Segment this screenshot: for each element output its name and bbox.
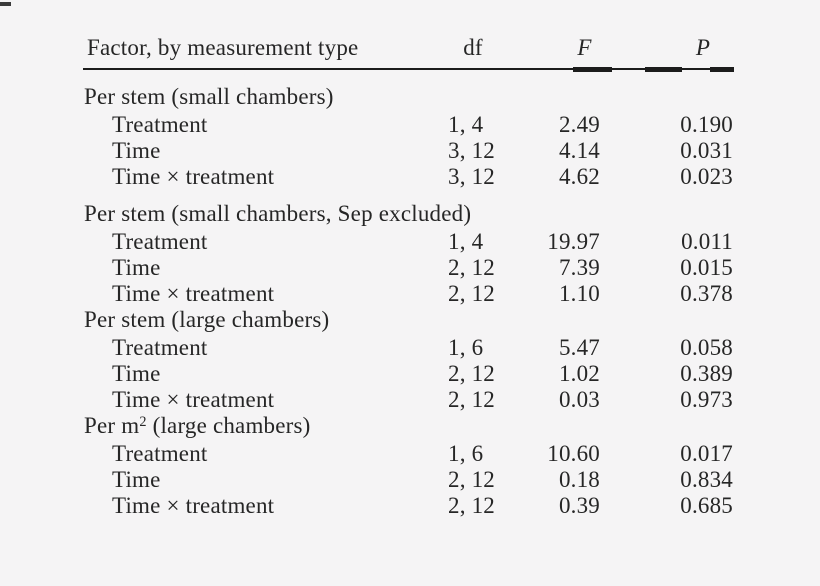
table-row: Time 2, 12 0.18 0.834 bbox=[83, 467, 734, 493]
cell-f-value: 0.18 bbox=[558, 467, 600, 492]
table-header-row: Factor, by measurement type df F P bbox=[83, 35, 734, 61]
cell-factor: Treatment bbox=[112, 112, 208, 137]
cell-f-value: 0.39 bbox=[558, 493, 600, 518]
cell-f-value: 4.14 bbox=[558, 138, 600, 163]
header-f-column: F bbox=[577, 35, 592, 60]
cell-p-value: 0.017 bbox=[680, 441, 733, 466]
cell-f-value: 19.97 bbox=[547, 229, 600, 254]
cell-f-value: 5.47 bbox=[558, 335, 600, 360]
cell-p-value: 0.011 bbox=[681, 229, 733, 254]
table-row: Time 2, 12 7.39 0.015 bbox=[83, 255, 734, 281]
table-row: Treatment 1, 6 5.47 0.058 bbox=[83, 335, 734, 361]
cell-factor: Time × treatment bbox=[112, 164, 275, 189]
table-row: Treatment 1, 4 19.97 0.011 bbox=[83, 229, 734, 255]
cell-factor: Treatment bbox=[112, 335, 208, 360]
section-rows: Treatment 1, 6 5.47 0.058 Time 2, 12 1.0… bbox=[83, 335, 734, 413]
section-title: Per stem (large chambers) bbox=[84, 307, 330, 332]
cell-df: 2, 12 bbox=[448, 281, 495, 306]
header-p-column: P bbox=[695, 35, 711, 60]
cell-df: 2, 12 bbox=[448, 467, 495, 492]
cell-df: 3, 12 bbox=[448, 164, 495, 189]
cell-f-value: 2.49 bbox=[558, 112, 600, 137]
table-row: Time × treatment 2, 12 0.39 0.685 bbox=[83, 493, 734, 519]
cell-factor: Treatment bbox=[112, 441, 208, 466]
section-rows: Treatment 1, 6 10.60 0.017 Time 2, 12 0.… bbox=[83, 441, 734, 519]
section-per-stem-small: Per stem (small chambers) Treatment 1, 4… bbox=[83, 84, 734, 190]
cell-p-value: 0.058 bbox=[680, 335, 733, 360]
cell-df: 1, 4 bbox=[448, 112, 484, 137]
cell-p-value: 0.834 bbox=[680, 467, 733, 492]
section-title: Per m2 (large chambers) bbox=[84, 413, 735, 439]
cell-factor: Time bbox=[112, 467, 161, 492]
scan-artifact-mark bbox=[0, 2, 11, 6]
header-df-column: df bbox=[463, 35, 483, 60]
cell-p-value: 0.023 bbox=[680, 164, 733, 189]
section-title: Per stem (small chambers) bbox=[84, 84, 334, 109]
anova-results-table: Factor, by measurement type df F P Per s… bbox=[83, 0, 734, 519]
table-row: Time × treatment 2, 12 0.03 0.973 bbox=[83, 387, 734, 413]
cell-factor: Time × treatment bbox=[112, 281, 275, 306]
cell-f-value: 1.10 bbox=[558, 281, 600, 306]
cell-df: 2, 12 bbox=[448, 255, 495, 280]
cell-factor: Time bbox=[112, 255, 161, 280]
header-rule-segment bbox=[645, 66, 682, 72]
cell-p-value: 0.190 bbox=[680, 112, 733, 137]
cell-p-value: 0.015 bbox=[680, 255, 733, 280]
table-row: Time × treatment 2, 12 1.10 0.378 bbox=[83, 281, 734, 307]
table-row: Time 2, 12 1.02 0.389 bbox=[83, 361, 734, 387]
cell-factor: Time bbox=[112, 361, 161, 386]
cell-factor: Treatment bbox=[112, 229, 208, 254]
cell-f-value: 1.02 bbox=[558, 361, 600, 386]
section-per-stem-large: Per stem (large chambers) Treatment 1, 6… bbox=[83, 307, 734, 413]
header-rule-segment bbox=[710, 66, 734, 72]
cell-factor: Time × treatment bbox=[112, 387, 275, 412]
cell-factor: Time × treatment bbox=[112, 493, 275, 518]
table-row: Time × treatment 3, 12 4.62 0.023 bbox=[83, 164, 734, 190]
cell-p-value: 0.685 bbox=[680, 493, 733, 518]
table-row: Time 3, 12 4.14 0.031 bbox=[83, 138, 734, 164]
section-per-m2-large: Per m2 (large chambers) Treatment 1, 6 1… bbox=[83, 413, 734, 519]
header-rule bbox=[83, 66, 734, 72]
cell-p-value: 0.973 bbox=[680, 387, 733, 412]
header-factor-column: Factor, by measurement type bbox=[87, 35, 359, 60]
cell-f-value: 7.39 bbox=[558, 255, 600, 280]
section-title: Per stem (small chambers, Sep excluded) bbox=[84, 201, 472, 226]
section-rows: Treatment 1, 4 2.49 0.190 Time 3, 12 4.1… bbox=[83, 112, 734, 190]
cell-df: 1, 4 bbox=[448, 229, 484, 254]
cell-p-value: 0.031 bbox=[680, 138, 733, 163]
table-row: Treatment 1, 4 2.49 0.190 bbox=[83, 112, 734, 138]
cell-factor: Time bbox=[112, 138, 161, 163]
cell-f-value: 4.62 bbox=[558, 164, 600, 189]
table-row: Treatment 1, 6 10.60 0.017 bbox=[83, 441, 734, 467]
cell-df: 1, 6 bbox=[448, 335, 484, 360]
section-title-text: (large chambers) bbox=[146, 413, 311, 438]
cell-df: 2, 12 bbox=[448, 493, 495, 518]
cell-df: 3, 12 bbox=[448, 138, 495, 163]
cell-f-value: 10.60 bbox=[547, 441, 600, 466]
section-rows: Treatment 1, 4 19.97 0.011 Time 2, 12 7.… bbox=[83, 229, 734, 307]
cell-p-value: 0.389 bbox=[680, 361, 733, 386]
section-per-stem-small-sep-excluded: Per stem (small chambers, Sep excluded) … bbox=[83, 201, 734, 307]
cell-p-value: 0.378 bbox=[680, 281, 733, 306]
header-rule-segment bbox=[573, 66, 612, 72]
cell-df: 1, 6 bbox=[448, 441, 484, 466]
section-title-text: Per m bbox=[84, 413, 140, 438]
cell-f-value: 0.03 bbox=[558, 387, 600, 412]
cell-df: 2, 12 bbox=[448, 361, 495, 386]
cell-df: 2, 12 bbox=[448, 387, 495, 412]
superscript-2: 2 bbox=[139, 414, 147, 430]
